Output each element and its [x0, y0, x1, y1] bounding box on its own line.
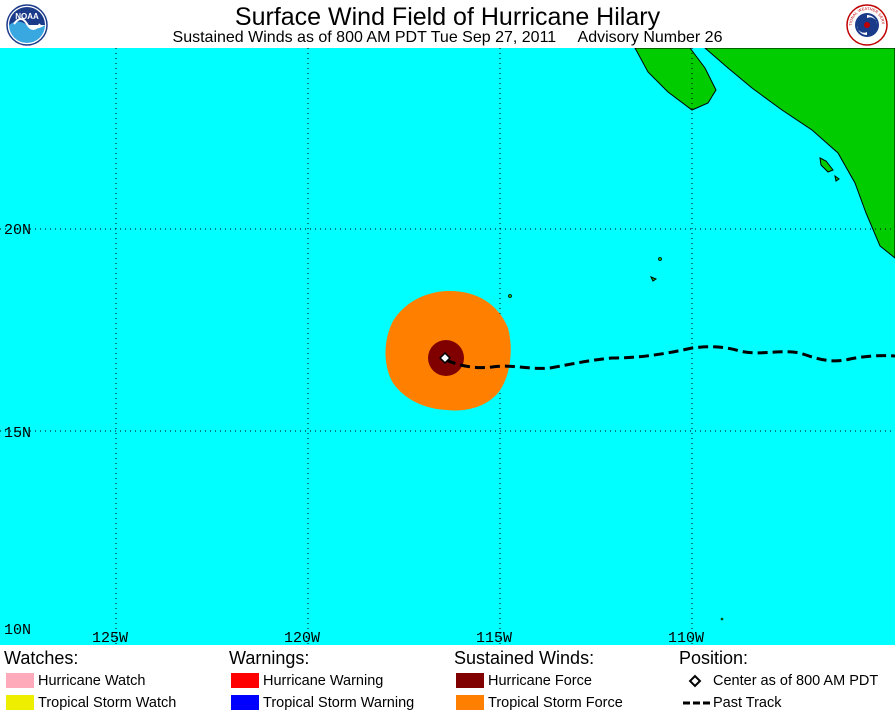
- header: NOAA Surface Wind Field of Hurricane Hil…: [0, 0, 895, 48]
- tropical-storm-force-swatch: [456, 695, 484, 710]
- mainland-mexico-land: [704, 48, 895, 259]
- baja-california-land: [634, 48, 717, 111]
- page-subtitle: Sustained Winds as of 800 AM PDT Tue Sep…: [172, 29, 723, 46]
- lat-label-15n: 15N: [4, 425, 31, 442]
- island: [508, 294, 512, 298]
- lon-label-120w: 120W: [284, 630, 320, 645]
- lon-label-115w: 115W: [476, 630, 512, 645]
- legend-item-label: Hurricane Watch: [38, 673, 146, 689]
- legend: Watches: Hurricane Watch Tropical Storm …: [0, 645, 895, 716]
- legend-sustained-winds: Sustained Winds: Hurricane Force Tropica…: [454, 647, 623, 711]
- map: 20N 15N 10N 125W 120W 115W 110W: [0, 48, 895, 645]
- legend-watches: Watches: Hurricane Watch Tropical Storm …: [4, 647, 176, 711]
- hurricane-force-swatch: [456, 673, 484, 688]
- lon-label-125w: 125W: [92, 630, 128, 645]
- national-weather-service-logo: NATIONAL WEATHER SERVICE: [846, 4, 888, 46]
- legend-warnings-heading: Warnings:: [229, 648, 310, 668]
- diamond-icon: [688, 674, 702, 688]
- tropical-storm-watch-swatch: [6, 695, 34, 710]
- legend-item-label: Center as of 800 AM PDT: [713, 673, 879, 689]
- lat-lon-grid: [0, 48, 895, 645]
- dashed-line-icon: [683, 701, 711, 705]
- island: [720, 617, 724, 621]
- lon-label-110w: 110W: [668, 630, 704, 645]
- lat-label-20n: 20N: [4, 222, 31, 239]
- legend-item-label: Tropical Storm Warning: [263, 695, 415, 711]
- storm-center-diamond-icon: [438, 351, 452, 365]
- legend-watches-heading: Watches:: [4, 648, 79, 668]
- island: [834, 174, 840, 182]
- map-canvas: 20N 15N 10N 125W 120W 115W 110W: [0, 48, 895, 645]
- lat-label-10n: 10N: [4, 622, 31, 639]
- noaa-logo: NOAA: [6, 4, 48, 46]
- island: [658, 257, 662, 261]
- legend-item-label: Hurricane Force: [488, 673, 592, 689]
- island: [819, 157, 834, 173]
- tropical-storm-warning-swatch: [231, 695, 259, 710]
- legend-item-label: Hurricane Warning: [263, 673, 384, 689]
- noaa-logo-text: NOAA: [15, 12, 39, 21]
- legend-warnings: Warnings: Hurricane Warning Tropical Sto…: [229, 647, 414, 711]
- legend-item-label: Tropical Storm Watch: [38, 695, 177, 711]
- legend-position-heading: Position:: [679, 648, 749, 668]
- hurricane-warning-swatch: [231, 673, 259, 688]
- legend-item-label: Tropical Storm Force: [488, 695, 623, 711]
- legend-item-label: Past Track: [713, 695, 782, 711]
- hurricane-watch-swatch: [6, 673, 34, 688]
- page-title: Surface Wind Field of Hurricane Hilary: [234, 3, 661, 31]
- legend-sustained-winds-heading: Sustained Winds:: [454, 648, 595, 668]
- island: [649, 276, 658, 282]
- legend-position: Position: Center as of 800 AM PDT Past T…: [679, 647, 878, 711]
- past-track: [445, 345, 895, 370]
